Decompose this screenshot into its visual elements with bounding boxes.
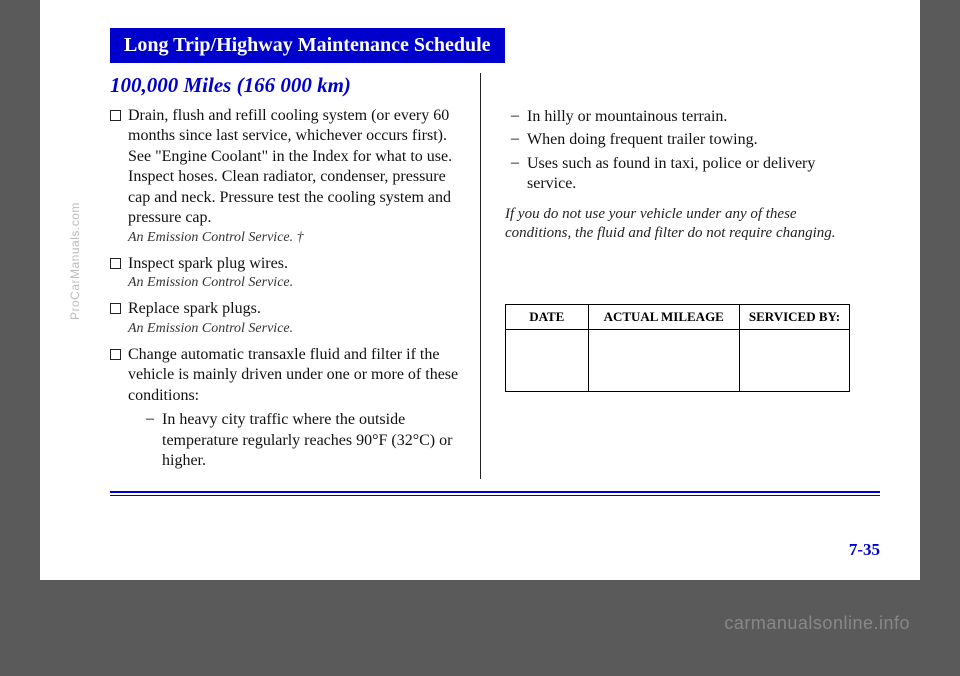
item-coolant: Drain, flush and refill cooling system (…: [110, 106, 460, 250]
cond-heavy-text: In heavy city traffic where the outside …: [162, 410, 460, 471]
emission-note-2: An Emission Control Service.: [128, 321, 293, 337]
watermark-bottom: carmanualsonline.info: [724, 613, 910, 634]
service-record-table: DATE ACTUAL MILEAGE SERVICED BY:: [505, 304, 850, 392]
dash-icon: –: [511, 130, 527, 150]
cond-trailer-text: When doing frequent trailer towing.: [527, 130, 758, 150]
checkbox-icon: [110, 258, 121, 269]
manual-page: Long Trip/Highway Maintenance Schedule 1…: [40, 0, 920, 580]
schedule-header: Long Trip/Highway Maintenance Schedule: [110, 28, 505, 63]
checkbox-icon: [110, 110, 121, 121]
th-mileage: ACTUAL MILEAGE: [588, 304, 739, 329]
service-row: [506, 329, 850, 391]
watermark-side: ProCarManuals.com: [68, 202, 82, 320]
right-column: – In hilly or mountainous terrain. – Whe…: [480, 73, 850, 479]
cond-taxi-text: Uses such as found in taxi, police or de…: [527, 154, 850, 195]
checkbox-icon: [110, 349, 121, 360]
dash-icon: –: [511, 154, 527, 195]
cond-trailer: – When doing frequent trailer towing.: [511, 130, 850, 150]
left-column: 100,000 Miles (166 000 km) Drain, flush …: [110, 73, 480, 479]
rule-thick: [110, 491, 880, 493]
cond-hilly-text: In hilly or mountainous terrain.: [527, 107, 727, 127]
footer-rules: [110, 491, 880, 496]
spark-wires-text: Inspect spark plug wires.: [128, 254, 293, 274]
condition-list-right: – In hilly or mountainous terrain. – Whe…: [511, 107, 850, 195]
cell-serviced: [739, 329, 849, 391]
spark-plugs-text: Replace spark plugs.: [128, 299, 293, 319]
transaxle-text: Change automatic transaxle fluid and fil…: [128, 345, 460, 406]
cond-heavy-traffic: – In heavy city traffic where the outsid…: [146, 410, 460, 471]
item-transaxle: Change automatic transaxle fluid and fil…: [110, 345, 460, 475]
condition-list: – In heavy city traffic where the outsid…: [146, 410, 460, 471]
dash-icon: –: [511, 107, 527, 127]
checkbox-icon: [110, 303, 121, 314]
conditions-note: If you do not use your vehicle under any…: [505, 205, 850, 244]
cond-hilly: – In hilly or mountainous terrain.: [511, 107, 850, 127]
cond-taxi: – Uses such as found in taxi, police or …: [511, 154, 850, 195]
th-serviced: SERVICED BY:: [739, 304, 849, 329]
emission-note-1: An Emission Control Service.: [128, 275, 293, 291]
coolant-text: Drain, flush and refill cooling system (…: [128, 106, 460, 229]
cell-mileage: [588, 329, 739, 391]
item-spark-wires: Inspect spark plug wires. An Emission Co…: [110, 254, 460, 295]
content-columns: 100,000 Miles (166 000 km) Drain, flush …: [110, 73, 880, 479]
rule-thin: [110, 495, 880, 496]
item-spark-plugs: Replace spark plugs. An Emission Control…: [110, 299, 460, 340]
th-date: DATE: [506, 304, 589, 329]
page-number: 7-35: [843, 540, 880, 560]
mileage-title: 100,000 Miles (166 000 km): [110, 73, 460, 98]
cell-date: [506, 329, 589, 391]
emission-note-dagger: An Emission Control Service. †: [128, 230, 460, 246]
dash-icon: –: [146, 410, 162, 471]
